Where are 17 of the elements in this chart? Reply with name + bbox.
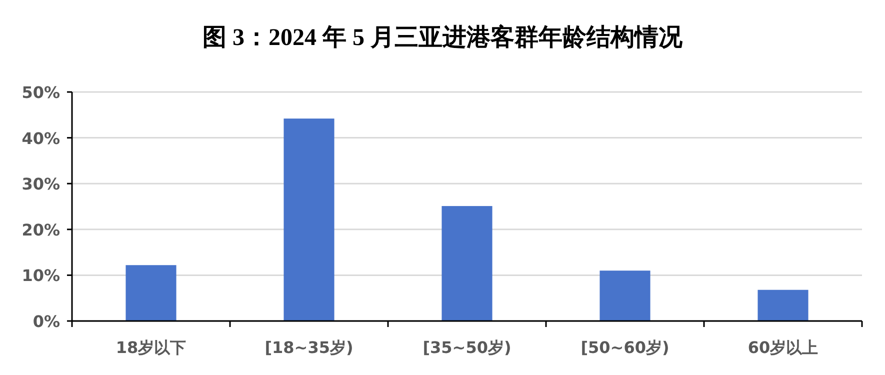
x-tick-label: 60岁以上 — [748, 338, 818, 357]
bar — [442, 206, 492, 321]
y-tick-label: 40% — [22, 128, 60, 148]
y-tick-label: 10% — [22, 266, 60, 286]
x-tick-label: 18岁以下 — [116, 338, 186, 357]
bar — [600, 270, 650, 321]
x-tick-label: [18~35岁) — [264, 338, 354, 357]
x-tick-label: [35~50岁) — [422, 338, 512, 357]
bar — [758, 290, 808, 321]
bar — [284, 118, 334, 321]
x-tick-label: [50~60岁) — [580, 338, 670, 357]
chart-title: 图 3：2024 年 5 月三亚进港客群年龄结构情况 — [202, 24, 684, 51]
y-tick-label: 30% — [22, 174, 60, 194]
y-tick-label: 20% — [22, 220, 60, 240]
y-tick-label: 50% — [22, 83, 60, 102]
bar — [126, 265, 176, 321]
y-tick-label: 0% — [32, 312, 60, 331]
